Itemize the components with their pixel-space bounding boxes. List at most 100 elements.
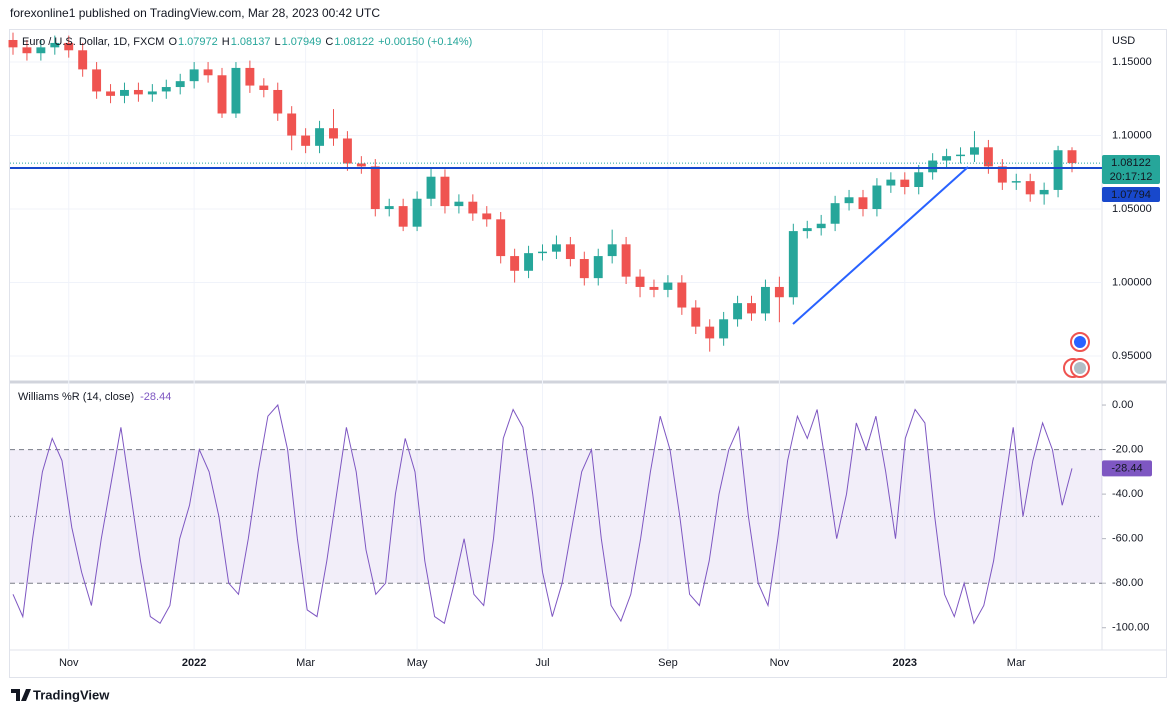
change-value: +0.00150 (+0.14%) [378, 36, 472, 48]
candle-body [356, 163, 366, 167]
candle-body [858, 197, 868, 210]
candle-body [412, 198, 422, 227]
candle-body [649, 286, 659, 290]
candle-body [983, 147, 993, 167]
candle-body [872, 185, 882, 210]
price-badge [1102, 155, 1160, 184]
candle-body [1067, 150, 1077, 164]
candle-body [161, 87, 171, 92]
ohlc-label: L [274, 36, 280, 48]
candle-body [970, 147, 979, 155]
x-tick-label: May [407, 657, 428, 669]
band [10, 449, 1102, 584]
candle-body [106, 91, 115, 96]
candle-body [147, 91, 157, 95]
candle-body [231, 67, 241, 114]
candle-body [802, 228, 812, 232]
ohlc-value: 1.08137 [231, 36, 271, 48]
y-tick-label: 1.10000 [1112, 129, 1152, 141]
y-tick-label: -80.00 [1112, 577, 1143, 589]
publish-info: forexonline1 published on TradingView.co… [10, 6, 380, 20]
ohlc-label: O [168, 36, 177, 48]
candle-body [705, 326, 715, 339]
y-tick-label: -100.00 [1112, 622, 1149, 634]
candle-body [1039, 189, 1049, 195]
indicator-value: -28.44 [140, 391, 171, 403]
candle-body [50, 42, 60, 48]
candle-body [733, 303, 743, 320]
ohlc-label: C [325, 36, 333, 48]
event-icon-inner [1074, 336, 1086, 348]
x-tick-label: 2023 [893, 657, 917, 669]
candle-body [663, 282, 673, 290]
candle-body [384, 206, 394, 210]
footer-brand: TradingView [33, 687, 110, 702]
candle-body [482, 213, 492, 220]
indicator-line [12, 403, 1073, 625]
candle-body [677, 282, 687, 308]
legend: Euro / U.S. Dollar, 1D, FXCM O1.07972 H1.0… [22, 36, 472, 48]
candle-body [217, 75, 227, 114]
candle-body [398, 206, 408, 227]
indicator-badge-label: -28.44 [1111, 462, 1142, 474]
candle-body [259, 85, 269, 90]
ohlc-label: H [222, 36, 230, 48]
indicator-legend: Williams %R (14, close) -28.44 [18, 391, 171, 403]
candle-body [133, 89, 143, 95]
candle-body [607, 244, 617, 257]
candle-body [342, 138, 352, 164]
indicator-name: Williams %R (14, close) [18, 391, 134, 403]
candle-body [997, 166, 1007, 183]
candle-body [426, 176, 436, 199]
candle-body [370, 166, 380, 210]
candle-body [120, 89, 129, 96]
candle-body [287, 113, 297, 136]
candle-body [816, 223, 826, 229]
candle-body [301, 135, 311, 146]
x-tick-label: Mar [1007, 657, 1026, 669]
candle-body [900, 179, 910, 187]
countdown: 20:17:12 [1110, 171, 1153, 183]
candle-body [788, 231, 798, 298]
candle-body [538, 251, 547, 254]
y-tick-label: 0.95000 [1112, 350, 1152, 362]
line-price-label: 1.07794 [1111, 189, 1151, 201]
candle-body [92, 69, 102, 92]
candle-body [691, 307, 701, 327]
candle-body [635, 276, 645, 287]
axis-unit: USD [1112, 35, 1135, 47]
y-tick-label: -20.00 [1112, 443, 1143, 455]
candle-body [565, 244, 575, 260]
candle-body [551, 244, 561, 252]
trend-line [792, 166, 969, 325]
candle-body [468, 201, 478, 214]
last-price-label: 1.08122 [1111, 157, 1151, 169]
candle-body [956, 154, 965, 157]
candle-body [203, 69, 213, 76]
y-tick-label: 1.05000 [1112, 203, 1152, 215]
marks [8, 32, 1102, 625]
candle-body [830, 203, 840, 224]
x-tick-label: Mar [296, 657, 315, 669]
candle-body [774, 286, 784, 298]
ohlc-value: 1.07972 [178, 36, 218, 48]
x-tick-label: Nov [59, 657, 79, 669]
candle-body [245, 67, 255, 86]
candle-body [886, 179, 896, 186]
footer-logo: TradingView [11, 687, 110, 702]
candle-body [273, 89, 283, 114]
event-icon-inner [1074, 362, 1086, 374]
x-tick-label: Jul [535, 657, 549, 669]
ohlc-value: 1.08122 [334, 36, 374, 48]
candle-body [78, 50, 88, 70]
candle-body [524, 253, 534, 271]
line-price-badge [1102, 187, 1160, 202]
x-tick-label: Nov [770, 657, 790, 669]
x-tick-label: 2022 [182, 657, 206, 669]
candle-body [593, 256, 603, 279]
candle-body [1053, 150, 1063, 190]
candle-body [747, 303, 756, 314]
y-tick-label: -40.00 [1112, 488, 1143, 500]
grid [10, 30, 1106, 650]
